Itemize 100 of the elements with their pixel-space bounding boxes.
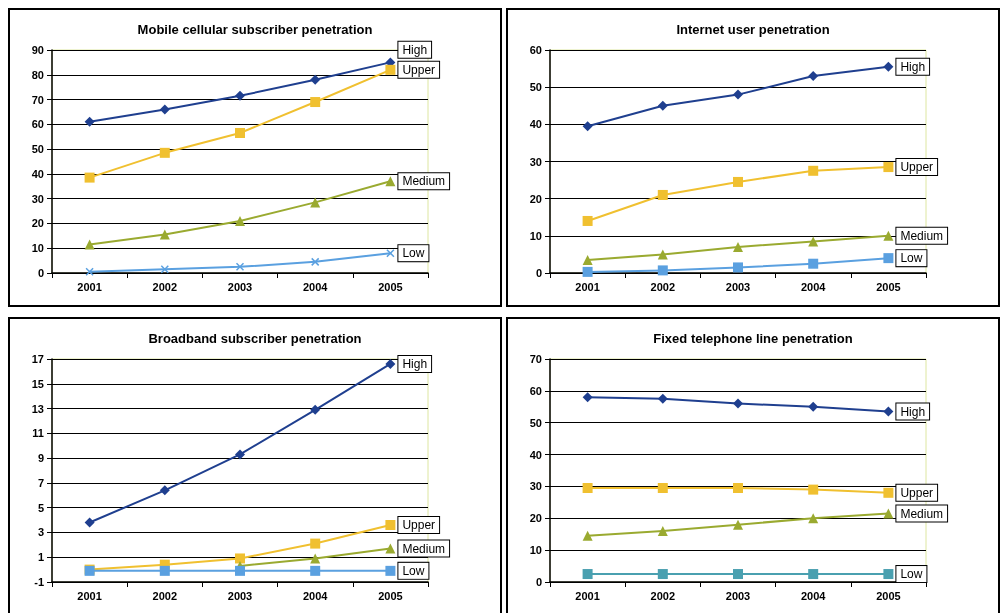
series-label: Low	[900, 251, 923, 266]
x-tick-label: 2004	[800, 589, 827, 602]
point	[733, 176, 743, 187]
chart-title: Fixed telephone line penetration	[653, 331, 853, 346]
point	[808, 258, 819, 269]
x-tick-label: 2005	[876, 280, 901, 293]
point	[657, 483, 668, 494]
x-tick-label: 2001	[575, 280, 600, 293]
x-tick-label: 2002	[152, 589, 178, 602]
x-tick-label: 2003	[725, 589, 751, 602]
y-tick-label: 90	[31, 44, 44, 56]
point	[657, 249, 668, 260]
point	[657, 189, 668, 200]
point	[159, 104, 170, 115]
point	[84, 517, 95, 528]
series-label: Low	[402, 246, 425, 261]
x-tick-label: 2002	[152, 280, 178, 293]
y-tick-label: 10	[31, 242, 44, 255]
point	[85, 267, 94, 277]
point	[883, 508, 894, 519]
y-tick-label: 10	[529, 229, 542, 242]
x-tick-label: 2005	[378, 280, 403, 293]
point	[883, 61, 894, 72]
point	[808, 236, 819, 247]
point	[84, 172, 95, 183]
point	[160, 265, 170, 274]
point	[657, 100, 668, 111]
y-tick-label: 30	[529, 480, 542, 493]
point	[582, 483, 593, 494]
point	[235, 215, 245, 226]
point	[385, 176, 396, 187]
series-label: High	[900, 404, 926, 419]
point	[883, 569, 894, 580]
point	[733, 483, 743, 494]
x-tick-label: 2005	[378, 589, 403, 602]
y-tick-label: 3	[37, 526, 44, 539]
y-tick-label: 11	[32, 427, 44, 440]
point	[235, 553, 245, 564]
point	[235, 262, 245, 272]
series-label: Upper	[402, 62, 436, 77]
x-tick-label: 2004	[800, 280, 827, 293]
y-tick-label: 0	[37, 267, 44, 279]
y-tick-label: 13	[31, 402, 44, 415]
y-tick-label: 20	[529, 192, 542, 205]
point	[310, 74, 321, 85]
series-label: Low	[900, 567, 923, 582]
y-tick-label: 1	[37, 551, 44, 564]
y-tick-label: 5	[37, 501, 44, 514]
point	[385, 520, 396, 531]
point	[733, 398, 743, 409]
y-tick-label: 40	[31, 167, 44, 180]
x-tick-label: 2003	[227, 589, 253, 602]
point	[235, 565, 245, 576]
x-tick-label: 2004	[302, 589, 329, 602]
point	[235, 449, 245, 460]
x-tick-label: 2003	[227, 280, 253, 293]
y-tick-label: 70	[529, 353, 542, 365]
point	[657, 393, 668, 404]
point	[733, 89, 743, 100]
point	[385, 64, 396, 75]
point	[159, 147, 170, 158]
chart-title: Mobile cellular subscriber penetration	[137, 22, 373, 37]
x-tick-label: 2003	[725, 280, 751, 293]
y-tick-label: 30	[529, 155, 542, 168]
y-tick-label: 50	[529, 81, 542, 94]
series-label: Low	[402, 563, 425, 578]
point	[310, 257, 320, 267]
point	[883, 162, 894, 173]
y-tick-label: 9	[37, 452, 44, 465]
series-label: High	[402, 42, 428, 57]
y-tick-label: 40	[529, 448, 542, 461]
point	[808, 569, 819, 580]
point	[733, 241, 743, 252]
point	[582, 569, 593, 580]
point	[159, 565, 170, 576]
point	[310, 197, 321, 208]
x-tick-label: 2002	[650, 280, 676, 293]
point	[808, 401, 819, 412]
point	[657, 526, 668, 537]
point	[385, 543, 396, 554]
y-tick-label: 0	[535, 267, 542, 279]
x-tick-label: 2004	[302, 280, 329, 293]
point	[582, 266, 593, 277]
series-label: High	[900, 59, 926, 74]
y-tick-label: 7	[37, 476, 44, 489]
y-tick-label: 60	[31, 118, 44, 131]
y-tick-label: 17	[31, 353, 44, 365]
point	[808, 165, 819, 176]
y-tick-label: 80	[31, 68, 44, 81]
point	[808, 71, 819, 82]
point	[582, 254, 593, 265]
point	[582, 392, 593, 403]
point	[159, 229, 170, 240]
chart-title: Broadband subscriber penetration	[148, 331, 362, 346]
series-label: Medium	[900, 228, 944, 243]
series-label: Upper	[900, 160, 934, 175]
y-tick-label: 70	[31, 93, 44, 106]
x-tick-label: 2001	[77, 280, 102, 293]
point	[883, 487, 894, 498]
x-tick-label: 2001	[575, 589, 600, 602]
